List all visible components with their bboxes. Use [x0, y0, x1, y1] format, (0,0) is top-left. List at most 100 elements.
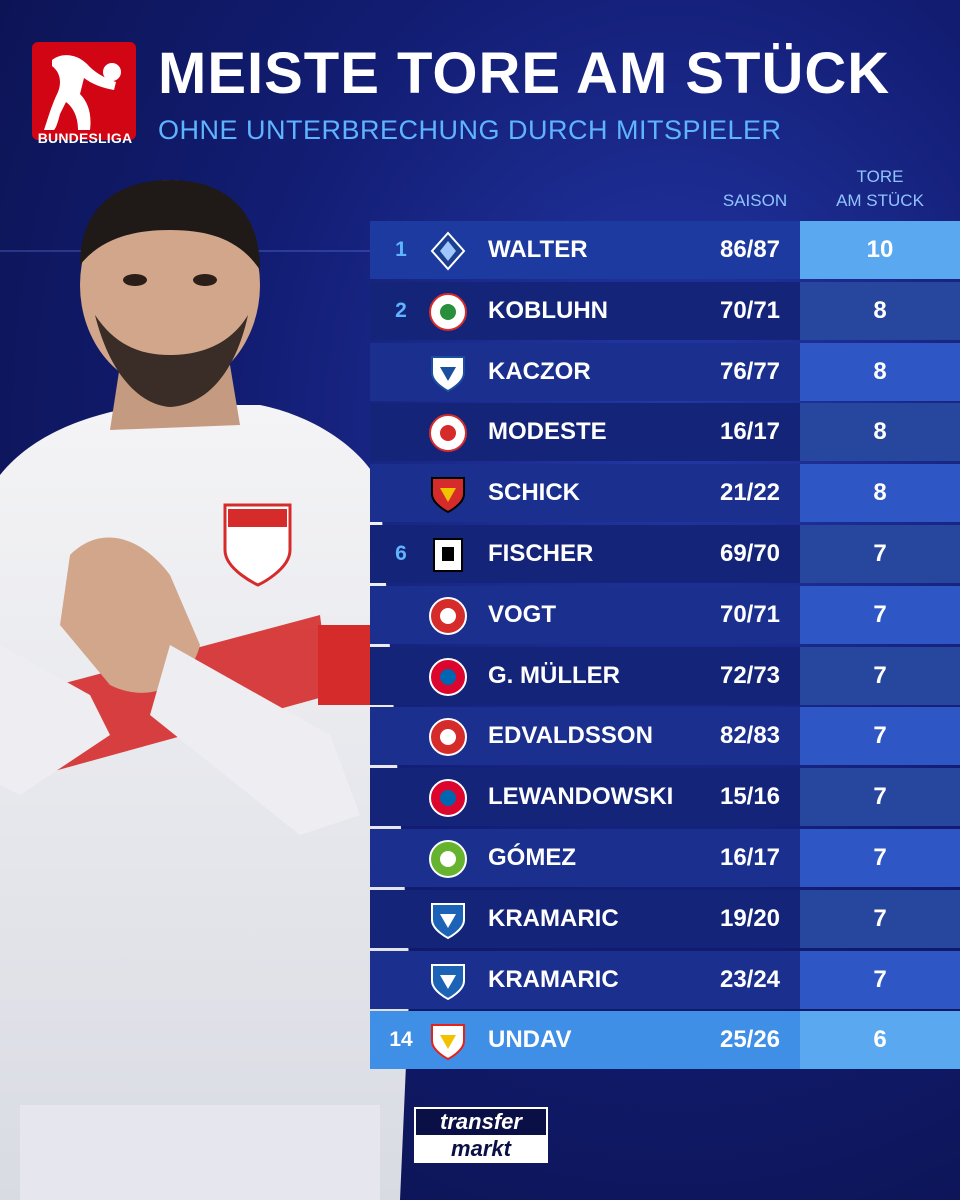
goals-cell: 8	[873, 479, 887, 507]
ranking-table: 1 WALTER 86/87 10 2 KOBLUHN 70/71 8 KACZ…	[370, 221, 960, 1072]
goals-cell-background	[800, 707, 960, 766]
table-row: 1 WALTER 86/87 10	[370, 221, 960, 279]
rank-cell: 1	[395, 238, 407, 261]
column-header-season: SAISON	[722, 191, 788, 210]
season-cell: 23/24	[719, 965, 781, 993]
column-header-goals-line1: TORE	[856, 167, 904, 186]
goals-cell-background	[800, 524, 960, 583]
rank-cell: 2	[395, 298, 407, 322]
season-cell: 86/87	[719, 236, 781, 263]
goals-cell-background	[800, 403, 960, 462]
rank-cell: 6	[395, 541, 407, 565]
season-cell: 19/20	[719, 904, 781, 932]
player-name-cell: EDVALDSSON	[488, 722, 653, 750]
goals-cell: 8	[873, 418, 887, 446]
column-header-goals-line2: AM STÜCK	[836, 191, 924, 210]
player-name-cell: UNDAV	[488, 1026, 572, 1054]
table-row: 2 KOBLUHN 70/71 8	[370, 281, 960, 340]
goals-cell-background	[800, 221, 960, 279]
page-subtitle: OHNE UNTERBRECHUNG DURCH MITSPIELER	[158, 115, 782, 145]
vfb-stuttgart-crest	[428, 1021, 468, 1061]
player-name-cell: KOBLUHN	[488, 296, 608, 324]
goals-cell-background	[800, 828, 960, 887]
goals-cell-background	[800, 281, 960, 340]
season-cell: 76/77	[719, 357, 781, 385]
season-cell: 16/17	[719, 418, 781, 446]
player-name-cell: SCHICK	[488, 479, 581, 507]
tsg-hoffenheim-crest	[428, 900, 468, 940]
waldhof-mannheim-crest	[428, 231, 468, 271]
table-row: MODESTE 16/17 8	[370, 403, 960, 462]
player-name-cell: KRAMARIC	[488, 904, 619, 932]
goals-cell: 7	[873, 600, 887, 628]
goals-cell-background	[800, 646, 960, 705]
player-name-cell: LEWANDOWSKI	[488, 783, 674, 811]
fc-koeln-crest	[428, 413, 468, 453]
goals-cell-background	[800, 889, 960, 948]
vfl-wolfsburg-crest	[428, 839, 468, 879]
player-name-cell: MODESTE	[488, 418, 607, 446]
table-row: GÓMEZ 16/17 7	[370, 828, 960, 887]
table-row: G. MÜLLER 72/73 7	[370, 646, 960, 705]
fc-bayern-crest	[428, 657, 468, 697]
table-row: LEWANDOWSKI 15/16 7	[370, 768, 960, 827]
player-photo	[0, 180, 410, 1200]
goals-cell-background	[800, 464, 960, 523]
goals-cell: 8	[873, 296, 887, 324]
transfermarkt-logo-bottom: markt	[414, 1135, 548, 1163]
bayer-leverkusen-crest	[428, 474, 468, 514]
rank-cell: 14	[389, 1028, 413, 1052]
player-name-cell: G. MÜLLER	[488, 661, 620, 689]
bundesliga-label: BUNDESLIGA	[37, 130, 133, 146]
goals-cell: 8	[873, 357, 887, 385]
page-title: MEISTE TORE AM STÜCK	[158, 41, 891, 106]
goals-cell: 6	[873, 1026, 887, 1054]
player-name-cell: FISCHER	[488, 539, 594, 567]
season-cell: 69/70	[719, 539, 781, 567]
goals-cell-background	[800, 768, 960, 827]
season-cell: 72/73	[719, 661, 781, 689]
season-cell: 21/22	[719, 479, 781, 507]
fortuna-duesseldorf-crest	[428, 717, 468, 757]
vfl-bochum-crest	[428, 353, 468, 393]
fc-kaiserslautern-crest	[428, 596, 468, 636]
season-cell: 70/71	[719, 296, 781, 324]
player-name-cell: GÓMEZ	[488, 843, 576, 871]
season-cell: 16/17	[719, 843, 781, 871]
bundesliga-player-icon	[44, 55, 121, 130]
goals-cell: 7	[873, 904, 887, 932]
goals-cell: 7	[873, 661, 887, 689]
transfermarkt-logo: transfer markt	[414, 1107, 548, 1163]
goals-cell-background	[800, 1011, 960, 1070]
goals-cell-background	[800, 950, 960, 1009]
table-row: VOGT 70/71 7	[370, 585, 960, 644]
table-row: 14 UNDAV 25/26 6	[370, 1011, 960, 1070]
player-name-cell: KACZOR	[488, 357, 591, 385]
goals-cell-background	[800, 585, 960, 644]
transfermarkt-logo-top: transfer	[414, 1107, 548, 1137]
tsg-hoffenheim-crest	[428, 961, 468, 1001]
table-row: KRAMARIC 19/20 7	[370, 889, 960, 948]
table-row: KACZOR 76/77 8	[370, 342, 960, 401]
season-cell: 15/16	[719, 783, 781, 811]
goals-cell: 7	[873, 539, 887, 567]
season-cell: 82/83	[719, 722, 781, 750]
player-name-cell: WALTER	[488, 236, 588, 263]
season-cell: 25/26	[719, 1026, 781, 1054]
table-row: SCHICK 21/22 8	[370, 464, 960, 523]
table-row: 6 FISCHER 69/70 7	[370, 524, 960, 583]
player-name-cell: KRAMARIC	[488, 965, 619, 993]
rot-weiss-oberhausen-crest	[428, 292, 468, 332]
goals-cell: 10	[866, 236, 894, 263]
table-row: EDVALDSSON 82/83 7	[370, 707, 960, 766]
fc-bayern-crest	[428, 778, 468, 818]
goals-cell: 7	[873, 843, 887, 871]
goals-cell: 7	[873, 965, 887, 993]
table-row: KRAMARIC 23/24 7	[370, 950, 960, 1009]
tsv-1860-crest	[428, 535, 468, 575]
player-name-cell: VOGT	[488, 600, 557, 628]
goals-cell: 7	[873, 722, 887, 750]
goals-cell: 7	[873, 783, 887, 811]
season-cell: 70/71	[719, 600, 781, 628]
goals-cell-background	[800, 342, 960, 401]
